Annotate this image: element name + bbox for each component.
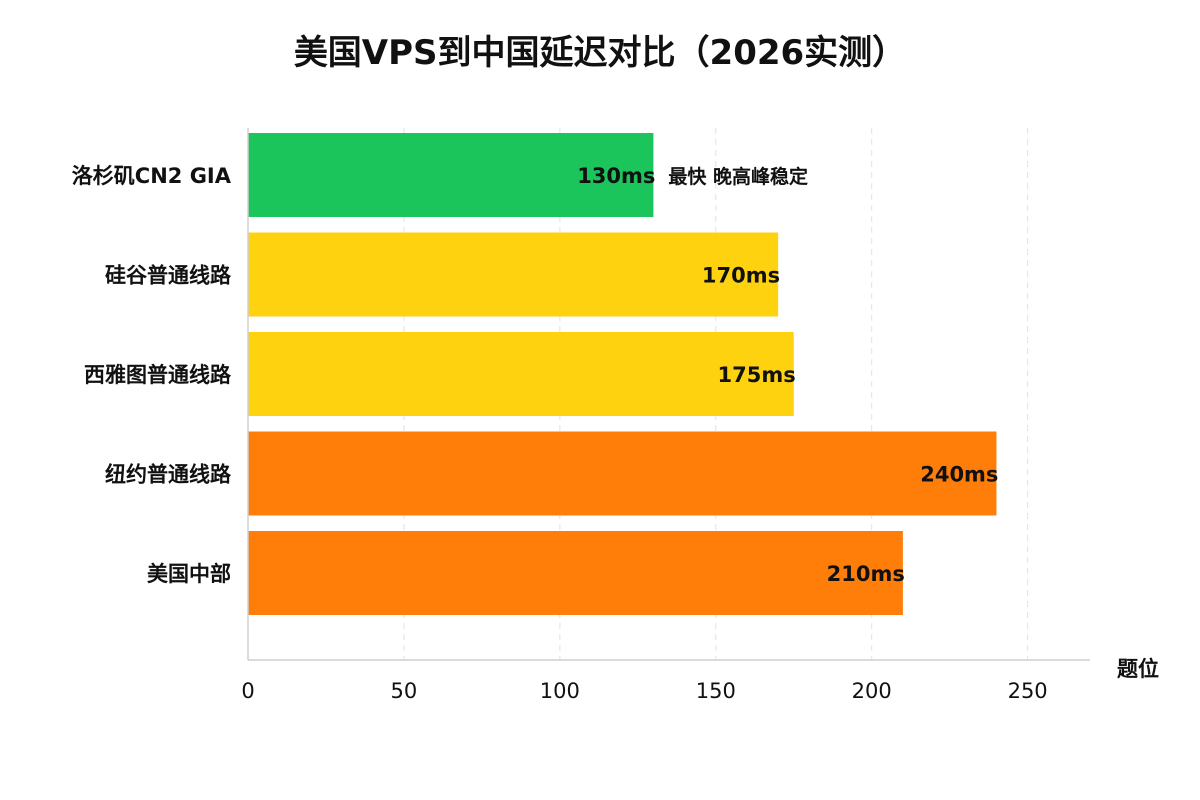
x-tick-label: 100: [540, 679, 580, 703]
data-label: 240ms: [920, 463, 998, 487]
labels: 洛杉矶CN2 GIA 130ms 硅谷普通线路 170ms 西雅图普通线路 175ms 纽约…: [72, 164, 999, 586]
data-label: 175ms: [718, 363, 796, 387]
x-tick-label: 150: [696, 679, 736, 703]
bar: [248, 332, 794, 416]
bar: [248, 431, 997, 516]
x-axis: 0 50 100 150 200 250: [241, 128, 1090, 703]
data-label: 170ms: [702, 264, 780, 288]
x-axis-unit-label: 题位: [1117, 657, 1159, 681]
x-tick-label: 250: [1008, 679, 1048, 703]
chart-title: 美国VPS到中国延迟对比（2026实测）: [294, 33, 906, 73]
annotation-label: 最快 晚高峰稳定: [668, 165, 808, 188]
data-label: 210ms: [827, 562, 905, 586]
bar: [248, 133, 654, 217]
x-tick-label: 0: [241, 679, 254, 703]
bars: [248, 133, 997, 615]
category-label: 美国中部: [147, 562, 231, 586]
bar: [248, 531, 903, 615]
category-label: 硅谷普通线路: [105, 264, 232, 288]
x-tick-label: 50: [391, 679, 418, 703]
bar: [248, 232, 779, 317]
category-label: 洛杉矶CN2 GIA: [72, 164, 232, 188]
category-label: 西雅图普通线路: [84, 363, 232, 387]
data-label: 130ms: [577, 164, 655, 188]
category-label: 纽约普通线路: [105, 463, 232, 487]
x-tick-label: 200: [852, 679, 892, 703]
